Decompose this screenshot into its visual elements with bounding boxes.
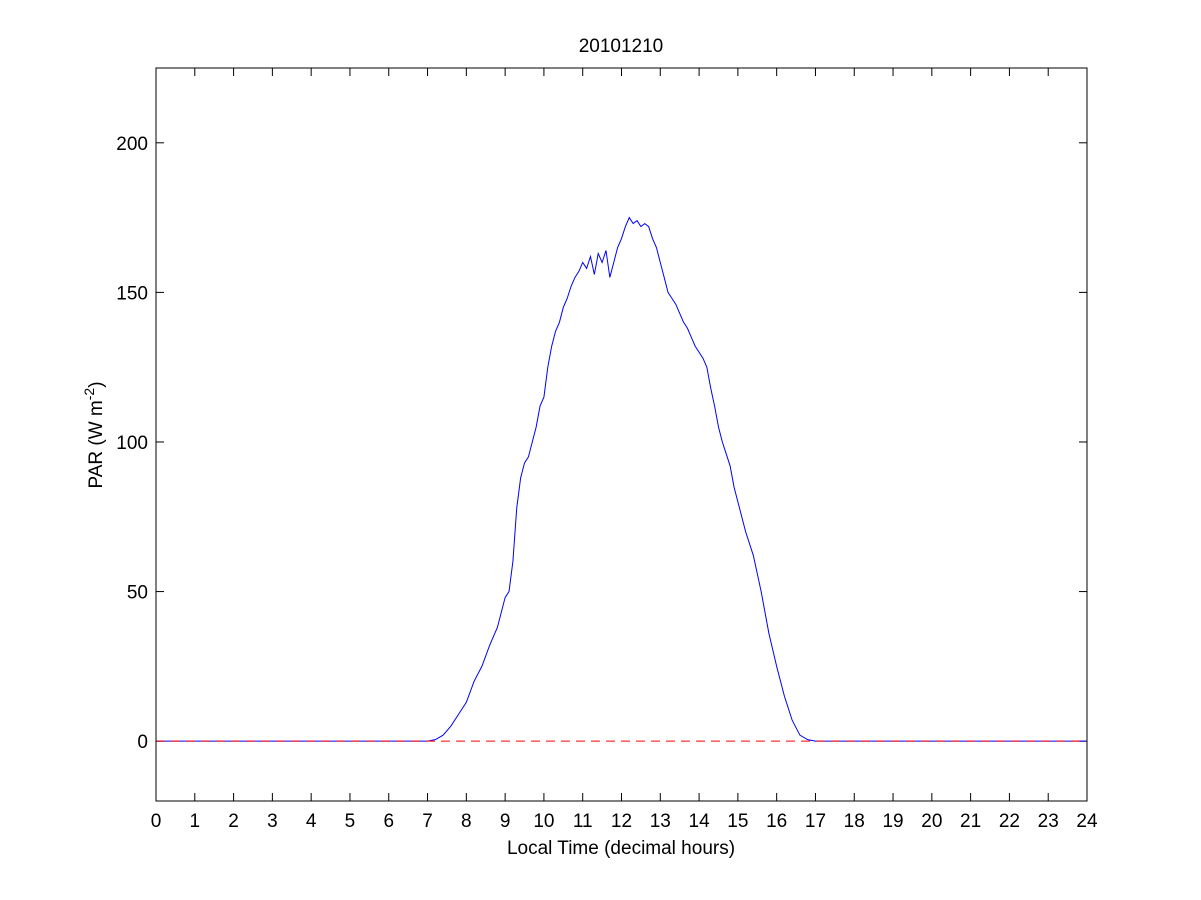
x-tick-label: 13	[650, 811, 671, 832]
series-layer	[156, 216, 1087, 742]
x-tick-label: 21	[960, 811, 981, 832]
x-tick-label: 23	[1038, 811, 1059, 832]
y-axis-label-main: PAR (W m	[86, 400, 107, 488]
x-tick-label: 9	[500, 811, 511, 832]
y-tick-label: 50	[127, 583, 148, 604]
chart-title: 20101210	[579, 36, 664, 57]
x-tick-label: 0	[151, 811, 162, 832]
y-tick-label: 200	[116, 134, 148, 155]
x-tick-label: 7	[422, 811, 433, 832]
x-tick-label: 18	[844, 811, 865, 832]
y-tick-label: 100	[116, 433, 148, 454]
x-tick-label: 22	[999, 811, 1020, 832]
series-line-0	[156, 216, 1087, 742]
x-tick-label: 14	[689, 811, 711, 832]
plot-area	[156, 68, 1087, 801]
x-tick-label: 11	[573, 811, 593, 832]
y-tick-label: 150	[116, 283, 148, 304]
x-tick-label: 12	[611, 811, 632, 832]
y-axis-label-sup: -2	[81, 388, 97, 401]
x-tick-label: 17	[805, 811, 826, 832]
x-tick-label: 24	[1076, 811, 1098, 832]
y-tick-label: 0	[137, 732, 148, 753]
x-tick-label: 16	[766, 811, 787, 832]
x-tick-label: 2	[228, 811, 239, 832]
x-tick-label: 6	[383, 811, 394, 832]
x-tick-label: 10	[533, 811, 554, 832]
x-tick-label: 15	[727, 811, 748, 832]
x-tick-label: 8	[461, 811, 472, 832]
x-axis-label: Local Time (decimal hours)	[507, 838, 735, 859]
x-tick-label: 20	[921, 811, 942, 832]
y-axis-label: PAR (W m-2)	[81, 381, 107, 488]
x-tick-label: 5	[345, 811, 356, 832]
x-tick-label: 19	[882, 811, 903, 832]
x-tick-label: 3	[267, 811, 278, 832]
axis-ticks: 0 1 2 3 4 5 6 7 8 9 10 11 12 13 14 15 16 17 18 19 20 21 22 23 24…	[116, 68, 1098, 832]
y-axis-label-close: )	[86, 381, 107, 387]
x-tick-label: 1	[190, 811, 201, 832]
plot-frame	[155, 67, 1088, 802]
x-tick-label: 4	[306, 811, 317, 832]
